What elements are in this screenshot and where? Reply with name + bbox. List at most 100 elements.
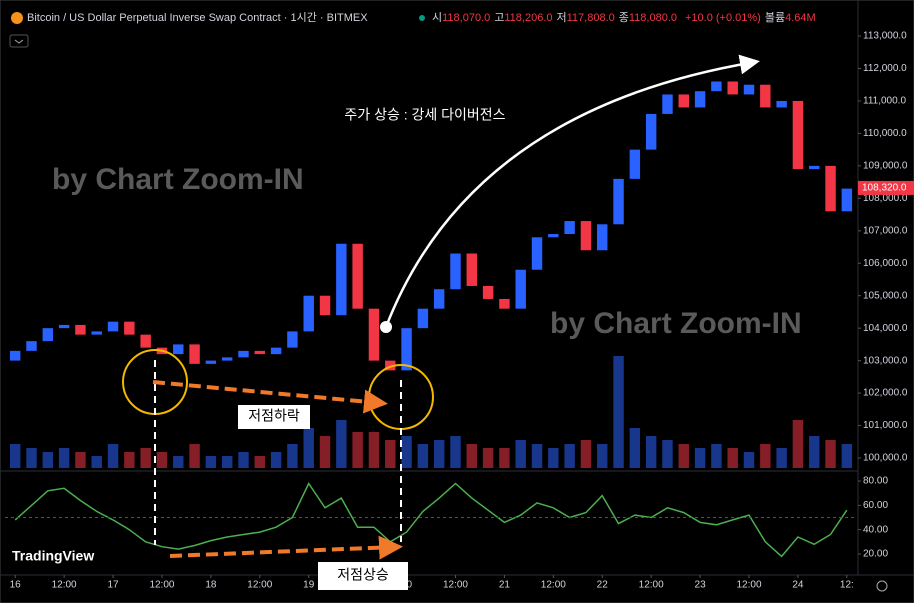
- candle: [75, 324, 86, 335]
- axis-layer: 100,000.0 101,000.0 102,000.0 103,000.0 104,…: [5, 31, 914, 591]
- volume-bar: [597, 444, 608, 468]
- candle: [727, 81, 738, 95]
- quote-value: 118,080.0: [629, 12, 677, 24]
- quote-value: 4.64M: [785, 12, 816, 24]
- y-tick-label: 107,000.0: [863, 225, 908, 236]
- volume-bar: [841, 444, 853, 468]
- last-price-tag: [858, 180, 914, 195]
- candle: [58, 324, 70, 329]
- quote-label: 고: [494, 12, 504, 24]
- volume-bar: [760, 444, 771, 468]
- volume-bar: [58, 448, 70, 468]
- candle: [760, 84, 771, 108]
- quote-label: 종: [619, 12, 629, 24]
- candle: [548, 234, 559, 238]
- volume-bar: [42, 452, 54, 468]
- candle: [270, 347, 282, 355]
- collapse-icon: [14, 39, 24, 44]
- volume-bar: [662, 440, 673, 468]
- settings-icon[interactable]: [876, 580, 888, 592]
- volume-bar: [26, 448, 37, 468]
- volume-bar: [531, 444, 543, 468]
- candle: [238, 350, 249, 358]
- volume-bar: [91, 456, 102, 468]
- quote-label: 시: [432, 12, 442, 24]
- status-dot: [419, 15, 425, 21]
- x-tick-label: 12:00: [639, 580, 664, 591]
- volume-bar: [515, 440, 526, 468]
- candle: [629, 149, 641, 179]
- candle: [385, 360, 396, 371]
- annotation-box: [238, 405, 310, 429]
- y-tick-label: 104,000.0: [863, 323, 908, 334]
- candle: [597, 224, 608, 251]
- candle: [42, 328, 54, 342]
- candle: [662, 94, 673, 114]
- x-tick-label: 12:00: [149, 580, 174, 591]
- x-tick-label: 12:00: [541, 580, 566, 591]
- annotation-box: [310, 103, 540, 129]
- candle: [205, 360, 217, 364]
- y-tick-label: 100,000.0: [863, 453, 908, 464]
- quote-label: 볼륨: [765, 11, 785, 24]
- x-tick-label: 24: [792, 580, 804, 591]
- volume-bar: [107, 444, 119, 468]
- x-tick-label: 12:00: [52, 580, 77, 591]
- y-tick-label: 102,000.0: [863, 388, 908, 399]
- candle: [809, 165, 820, 170]
- volume-bar: [189, 444, 200, 468]
- logo: TradingView: [12, 548, 94, 564]
- candle: [645, 113, 657, 150]
- candle: [678, 94, 689, 108]
- watermark: by Chart Zoom-IN: [52, 163, 304, 196]
- volume-bar: [287, 444, 298, 468]
- y-tick-label: 105,000.0: [863, 290, 908, 301]
- candle: [173, 344, 184, 355]
- y-tick-label: 112,000.0: [863, 63, 907, 74]
- x-tick-label: 23: [695, 580, 707, 591]
- volume-bar: [809, 436, 820, 468]
- candle: [515, 269, 526, 309]
- volume-bar: [221, 456, 233, 468]
- candle: [417, 308, 429, 329]
- x-tick-label: 12:00: [736, 580, 761, 591]
- x-tick-label: 12:00: [443, 580, 468, 591]
- volume-bar: [401, 436, 412, 468]
- candle: [254, 350, 266, 355]
- volume-bar: [825, 440, 836, 468]
- volume-bar: [776, 448, 787, 468]
- volume-bar: [385, 440, 396, 468]
- y-tick-label: 101,000.0: [863, 420, 908, 431]
- volume-bar: [124, 452, 135, 468]
- candle: [140, 334, 151, 348]
- candle: [466, 253, 478, 286]
- rsi-line: [14, 481, 848, 558]
- quote-label: 저: [557, 11, 567, 24]
- candle: [26, 341, 37, 351]
- collapse-button[interactable]: [9, 34, 29, 48]
- volume-bar: [727, 448, 738, 468]
- volume-bar: [678, 444, 689, 468]
- y-tick-label: 106,000.0: [863, 258, 908, 269]
- annotation: 저점하락: [248, 408, 300, 424]
- chart-title: Bitcoin / US Dollar Perpetual Inverse Sw…: [27, 11, 368, 24]
- volume-bar: [205, 456, 217, 468]
- y-tick-label: 111,000.0: [863, 96, 906, 107]
- candle: [9, 350, 21, 361]
- candle-layer: [9, 81, 853, 371]
- rsi-tick-label: 80.00: [863, 476, 888, 487]
- y-tick-label: 103,000.0: [863, 355, 908, 366]
- candle: [531, 237, 543, 270]
- candle: [221, 357, 233, 361]
- quote-value: 118,206.0: [504, 12, 552, 24]
- volume-bar: [548, 448, 559, 468]
- divergence-arrow: [384, 54, 760, 328]
- volume-bar: [9, 444, 21, 468]
- candle: [91, 331, 102, 335]
- candle: [352, 243, 363, 309]
- volume-bar: [711, 444, 722, 468]
- volume-bar: [238, 452, 249, 468]
- quote-row: 시 118,070.0 고 118,206.0 저 117,808.0 종 118,080.0…: [432, 11, 816, 24]
- volume-bar: [75, 452, 86, 468]
- candle: [433, 289, 445, 309]
